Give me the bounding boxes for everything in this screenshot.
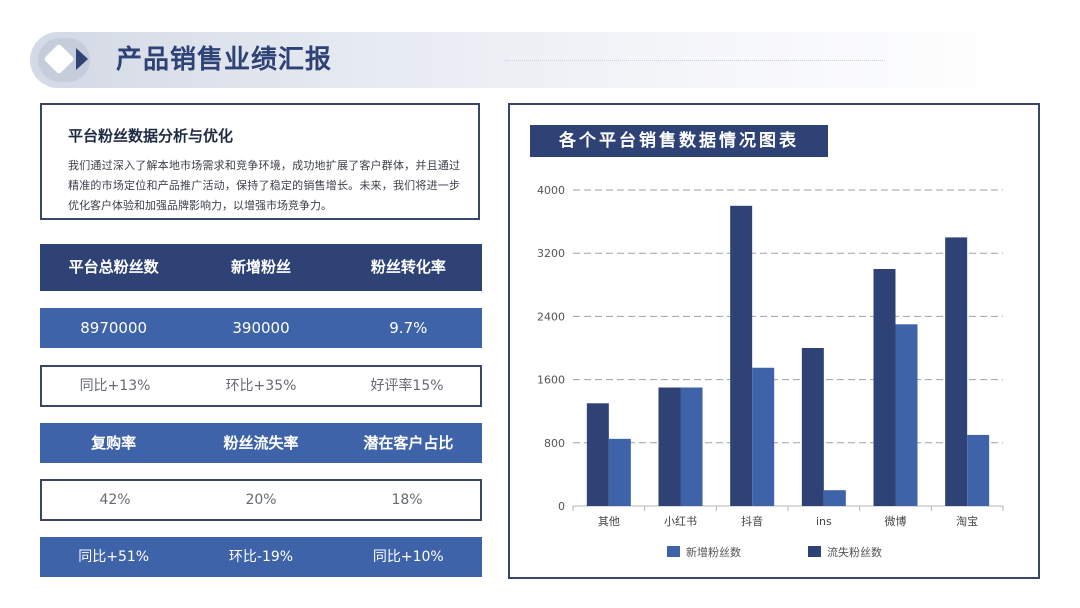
y-tick-label: 3200: [537, 247, 565, 260]
stats-value-cell: 20%: [245, 492, 277, 508]
chart-title-box: 各个平台销售数据情况图表: [530, 125, 828, 157]
page-title: 产品销售业绩汇报: [116, 45, 333, 75]
stats-header-cell: 新增粉丝: [230, 258, 291, 276]
bar-lost-fans: [730, 205, 753, 507]
y-tick-label: 1600: [537, 374, 565, 387]
y-tick-label: 4000: [537, 184, 565, 197]
stats-change-cell: 环比-19%: [228, 549, 294, 565]
stats-header-cell: 复购率: [91, 434, 137, 452]
stats-value-row-2: 42% 20% 18%: [40, 479, 482, 521]
intro-box: 平台粉丝数据分析与优化 我们通过深入了解本地市场需求和竞争环境，成功地扩展了客户…: [40, 103, 480, 220]
stats-header-cell: 潜在客户占比: [363, 434, 454, 452]
bar-new-fans: [608, 438, 631, 506]
x-tick-label: 淘宝: [956, 514, 978, 528]
stats-value-cell: 390000: [232, 319, 290, 337]
header-divider: [505, 60, 885, 61]
stats-header-row-2: 复购率 粉丝流失率 潜在客户占比: [40, 423, 482, 463]
stats-header-cell: 粉丝转化率: [370, 258, 446, 276]
intro-text: 我们通过深入了解本地市场需求和竞争环境，成功地扩展了客户群体，并且通过精准的市场…: [68, 159, 460, 212]
stats-change-row-2: 同比+51% 环比-19% 同比+10%: [40, 537, 482, 577]
y-tick-label: 800: [544, 437, 565, 450]
bar-new-fans: [967, 434, 990, 506]
stats-value-cell: 9.7%: [389, 319, 428, 337]
bar-new-fans: [680, 387, 703, 506]
arrow-right-icon: [76, 48, 88, 70]
stats-change-cell: 环比+35%: [225, 378, 297, 394]
bar-new-fans: [823, 490, 846, 506]
legend-swatch: [808, 546, 821, 557]
legend-label: 流失粉丝数: [827, 545, 882, 559]
bar-lost-fans: [586, 403, 609, 506]
x-tick-label: 小红书: [664, 515, 697, 528]
stats-value-cell: 42%: [99, 492, 131, 508]
bar-lost-fans: [873, 269, 896, 506]
stats-header-cell: 粉丝流失率: [223, 434, 299, 452]
bar-lost-fans: [945, 237, 968, 506]
stats-change-cell: 好评率15%: [370, 378, 444, 394]
legend-swatch: [667, 546, 680, 557]
chart-title: 各个平台销售数据情况图表: [559, 131, 799, 151]
x-tick-label: 微博: [885, 514, 907, 528]
legend-label: 新增粉丝数: [686, 545, 741, 559]
x-tick-label: 抖音: [741, 514, 763, 528]
x-tick-label: ins: [816, 515, 832, 528]
y-tick-label: 2400: [537, 310, 565, 323]
bar-lost-fans: [658, 387, 681, 506]
stats-value-row-1: 8970000 390000 9.7%: [40, 308, 482, 348]
stats-change-cell: 同比+10%: [372, 549, 444, 565]
bar-new-fans: [752, 367, 775, 506]
bar-lost-fans: [801, 348, 824, 506]
stats-value-cell: 18%: [391, 492, 423, 508]
stats-header-cell: 平台总粉丝数: [68, 258, 159, 276]
bar-new-fans: [895, 324, 918, 506]
stats-value-cell: 8970000: [80, 319, 148, 337]
x-tick-label: 其他: [598, 515, 620, 528]
stats-change-cell: 同比+51%: [78, 549, 150, 565]
stats-header-row-1: 平台总粉丝数 新增粉丝 粉丝转化率: [40, 244, 482, 291]
y-tick-label: 0: [558, 500, 565, 513]
stats-change-row-1: 同比+13% 环比+35% 好评率15%: [40, 365, 482, 407]
stats-change-cell: 同比+13%: [79, 378, 151, 394]
intro-title: 平台粉丝数据分析与优化: [68, 127, 234, 145]
